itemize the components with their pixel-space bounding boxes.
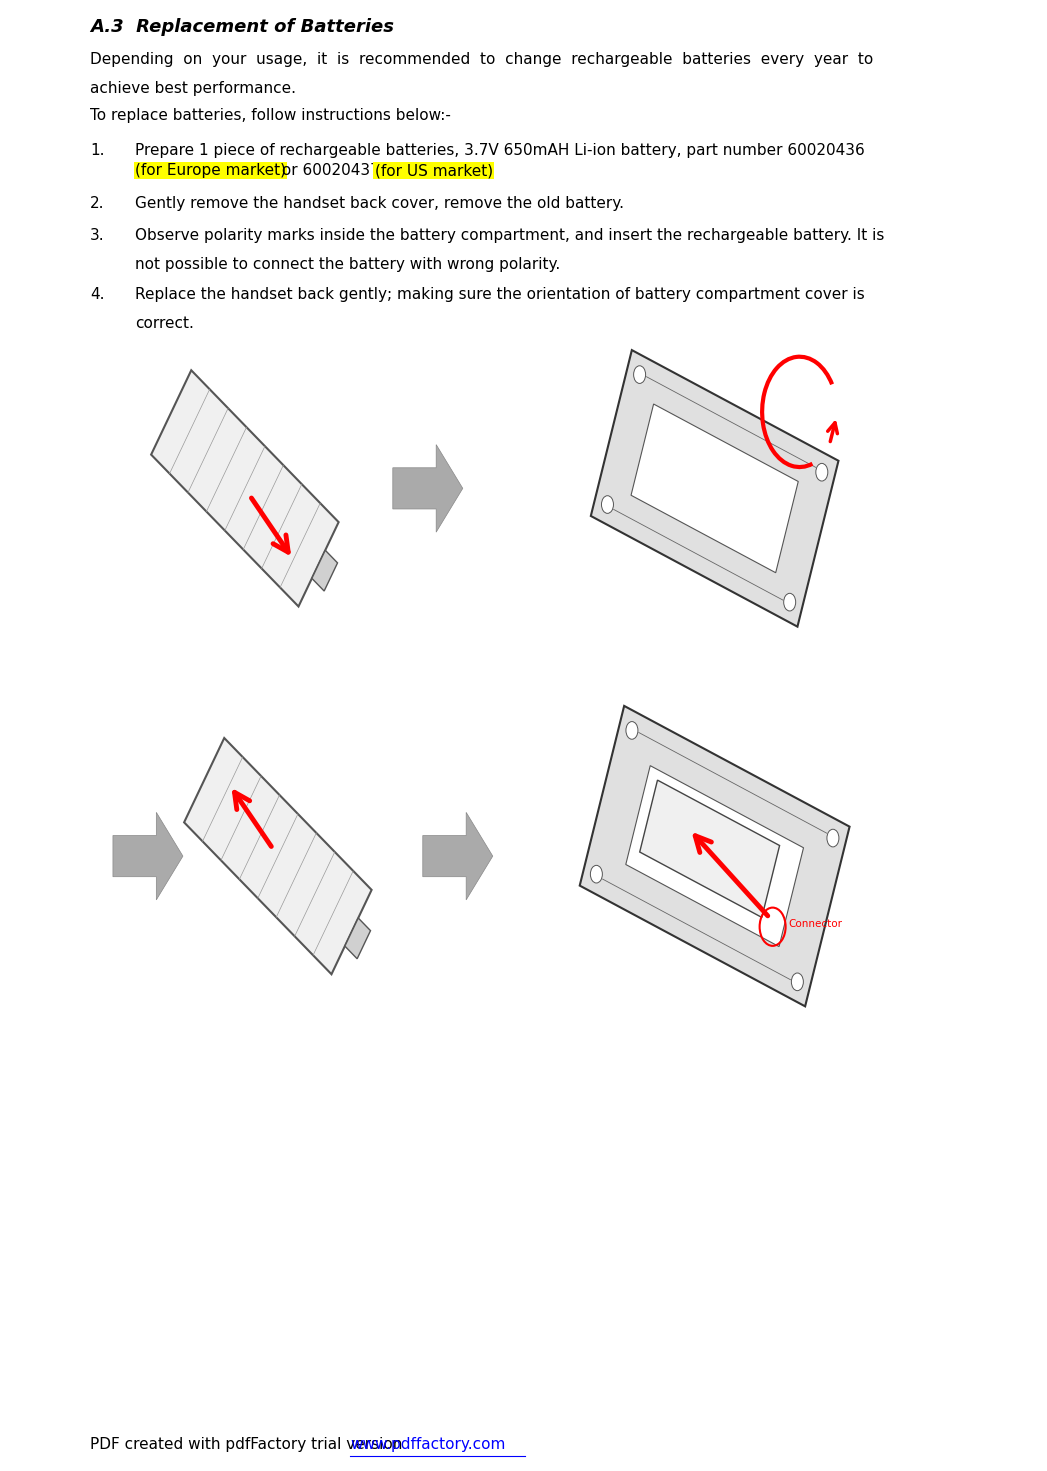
Polygon shape	[580, 706, 849, 1006]
Text: A.3  Replacement of Batteries: A.3 Replacement of Batteries	[90, 18, 394, 35]
Text: correct.: correct.	[135, 316, 194, 331]
Text: www.pdffactory.com: www.pdffactory.com	[351, 1437, 506, 1452]
Text: Observe polarity marks inside the battery compartment, and insert the rechargeab: Observe polarity marks inside the batter…	[135, 228, 885, 243]
Polygon shape	[631, 405, 798, 572]
Polygon shape	[640, 780, 780, 918]
Text: (for Europe market): (for Europe market)	[135, 163, 286, 178]
Circle shape	[591, 865, 602, 883]
Polygon shape	[393, 444, 463, 533]
Text: Prepare 1 piece of rechargeable batteries, 3.7V 650mAH Li-ion battery, part numb: Prepare 1 piece of rechargeable batterie…	[135, 143, 865, 157]
Text: 2.: 2.	[90, 196, 105, 210]
Text: Replace the handset back gently; making sure the orientation of battery compartm: Replace the handset back gently; making …	[135, 287, 865, 302]
Polygon shape	[423, 812, 493, 900]
Circle shape	[784, 593, 796, 610]
Text: 1.: 1.	[90, 143, 105, 157]
Polygon shape	[344, 918, 371, 959]
Polygon shape	[113, 812, 183, 900]
Text: Depending  on  your  usage,  it  is  recommended  to  change  rechargeable  batt: Depending on your usage, it is recommend…	[90, 51, 873, 68]
Text: 4.: 4.	[90, 287, 105, 302]
Polygon shape	[151, 371, 338, 606]
Circle shape	[626, 722, 638, 740]
Text: (for US market): (for US market)	[375, 163, 493, 178]
Polygon shape	[626, 765, 803, 947]
Text: achieve best performance.: achieve best performance.	[90, 81, 296, 97]
Circle shape	[601, 496, 614, 513]
Text: or 60020437: or 60020437	[277, 163, 385, 178]
Text: not possible to connect the battery with wrong polarity.: not possible to connect the battery with…	[135, 257, 560, 272]
Circle shape	[792, 972, 803, 990]
Polygon shape	[312, 550, 337, 591]
Text: PDF created with pdfFactory trial version: PDF created with pdfFactory trial versio…	[90, 1437, 407, 1452]
Text: To replace batteries, follow instructions below:-: To replace batteries, follow instruction…	[90, 107, 451, 124]
Circle shape	[816, 463, 828, 481]
Circle shape	[827, 830, 839, 847]
Circle shape	[633, 366, 646, 384]
Text: Gently remove the handset back cover, remove the old battery.: Gently remove the handset back cover, re…	[135, 196, 624, 210]
Polygon shape	[184, 738, 372, 974]
Text: Connector: Connector	[788, 919, 843, 928]
Text: 3.: 3.	[90, 228, 105, 243]
Polygon shape	[591, 350, 839, 627]
